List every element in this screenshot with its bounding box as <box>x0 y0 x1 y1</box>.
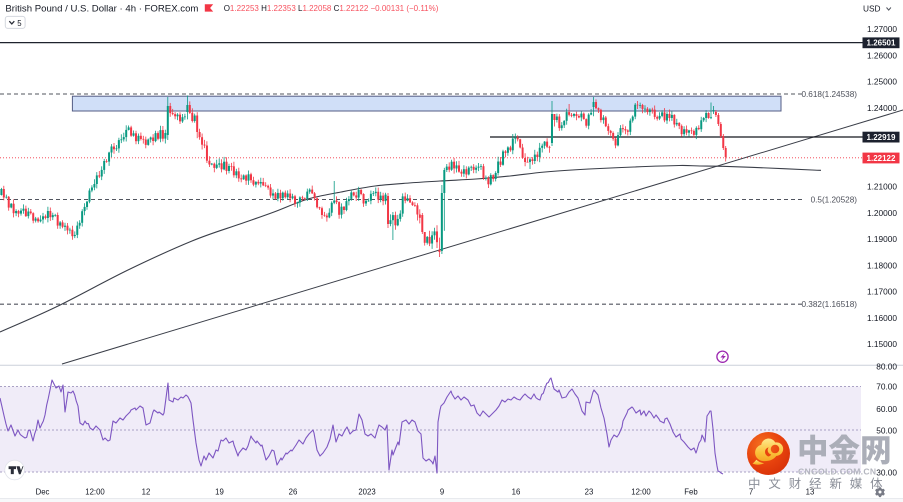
svg-text:1.20000: 1.20000 <box>867 208 897 218</box>
svg-text:50.00: 50.00 <box>876 426 897 436</box>
svg-text:1.26501: 1.26501 <box>867 39 896 48</box>
svg-text:5: 5 <box>17 19 22 28</box>
svg-text:O1.22253 H1.22353 L1.22058 C1.: O1.22253 H1.22353 L1.22058 C1.22122 −0.0… <box>224 4 439 13</box>
svg-text:0.382(1.16518): 0.382(1.16518) <box>801 300 857 309</box>
svg-text:26: 26 <box>289 488 298 497</box>
svg-text:1.19000: 1.19000 <box>867 234 897 244</box>
svg-text:0.618(1.24538): 0.618(1.24538) <box>801 90 857 99</box>
svg-text:Feb: Feb <box>684 488 698 497</box>
svg-text:12:00: 12:00 <box>631 488 651 497</box>
svg-text:1.21000: 1.21000 <box>867 182 897 192</box>
svg-text:USD: USD <box>863 3 881 13</box>
svg-text:30.00: 30.00 <box>876 468 897 478</box>
svg-text:1.22919: 1.22919 <box>867 133 896 142</box>
svg-text:60.00: 60.00 <box>876 404 897 414</box>
svg-text:1.16000: 1.16000 <box>867 313 897 323</box>
svg-text:80.00: 80.00 <box>876 362 897 372</box>
svg-text:CNGOLD.COM.CN: CNGOLD.COM.CN <box>798 467 876 477</box>
svg-text:Dec: Dec <box>36 488 50 497</box>
svg-text:12:00: 12:00 <box>85 488 105 497</box>
svg-text:2023: 2023 <box>358 488 375 497</box>
svg-text:1.22122: 1.22122 <box>867 154 896 163</box>
svg-text:1.15000: 1.15000 <box>867 339 897 349</box>
svg-text:0.5(1.20528): 0.5(1.20528) <box>811 196 858 205</box>
svg-text:16: 16 <box>512 488 521 497</box>
svg-text:19: 19 <box>215 488 224 497</box>
svg-text:70.00: 70.00 <box>876 382 897 392</box>
svg-text:1.24000: 1.24000 <box>867 103 897 113</box>
svg-text:12: 12 <box>142 488 151 497</box>
svg-text:7: 7 <box>749 488 753 497</box>
svg-text:British Pound / U.S. Dollar ·: British Pound / U.S. Dollar · 4h · FOREX… <box>5 3 198 14</box>
svg-text:1.18000: 1.18000 <box>867 260 897 270</box>
svg-text:1.26000: 1.26000 <box>867 50 897 60</box>
svg-text:13: 13 <box>806 488 815 497</box>
svg-text:1.17000: 1.17000 <box>867 287 897 297</box>
svg-text:9: 9 <box>440 488 444 497</box>
svg-text:1.27000: 1.27000 <box>867 24 897 34</box>
svg-text:1.25000: 1.25000 <box>867 77 897 87</box>
svg-text:23: 23 <box>585 488 594 497</box>
